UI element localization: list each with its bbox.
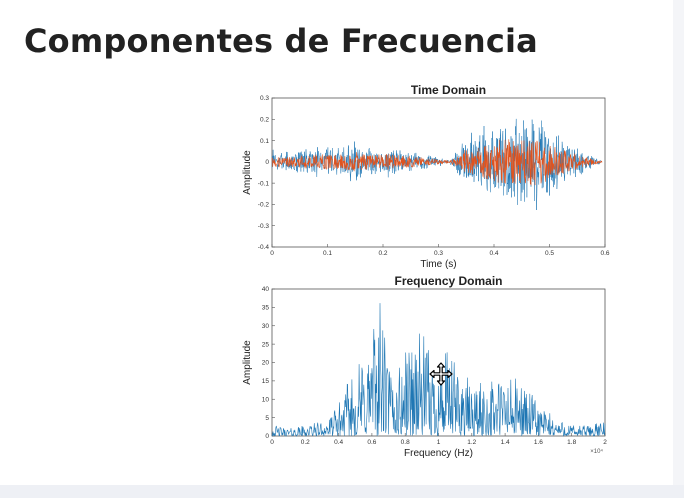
y-tick-label: 0.3 bbox=[260, 95, 269, 102]
y-tick-label: 15 bbox=[262, 378, 270, 385]
x-tick-label: 1.8 bbox=[567, 439, 576, 446]
y-tick-label: 10 bbox=[262, 396, 270, 403]
y-axis-label: Amplitude bbox=[242, 340, 253, 385]
side-panel-edge bbox=[673, 0, 684, 485]
x-axis-label: Time (s) bbox=[420, 259, 456, 270]
x-tick-label: 0 bbox=[270, 250, 274, 257]
y-tick-label: 30 bbox=[262, 323, 270, 330]
frequency-spectrum-series bbox=[271, 303, 606, 437]
frequency-domain-chart: 0 0.2 0.4 0.6 0.8 1 1.2 1.4 1.6 1.8 2 40 35 30 25 20 15 1… bbox=[242, 274, 607, 459]
x-axis-label: Frequency (Hz) bbox=[404, 448, 473, 459]
y-tick-label: -0.1 bbox=[258, 180, 270, 187]
y-tick-label: 20 bbox=[262, 360, 270, 367]
y-tick-label: -0.2 bbox=[258, 202, 270, 209]
x-tick-label: 1.2 bbox=[467, 439, 476, 446]
x-tick-label: 1.4 bbox=[501, 439, 510, 446]
x-tick-label: 1.6 bbox=[534, 439, 543, 446]
x-tick-label: 0.5 bbox=[545, 250, 554, 257]
time-signal-overlay bbox=[271, 139, 603, 186]
plot-frame bbox=[271, 97, 606, 248]
y-tick-label: 0.2 bbox=[260, 116, 269, 123]
x-tick-label: 0.6 bbox=[600, 250, 609, 257]
x-tick-label: 0.8 bbox=[401, 439, 410, 446]
y-tick-label: 35 bbox=[262, 305, 270, 312]
x-tick-label: 0.4 bbox=[489, 250, 498, 257]
x-tick-label: 2 bbox=[603, 439, 607, 446]
x-tick-label: 0.4 bbox=[334, 439, 343, 446]
x-tick-label: 0.2 bbox=[301, 439, 310, 446]
y-tick-label: 40 bbox=[262, 286, 270, 293]
y-tick-label: 5 bbox=[265, 415, 269, 422]
x-tick-label: 0.6 bbox=[367, 439, 376, 446]
y-tick-label: -0.3 bbox=[258, 223, 270, 230]
slide-title: Componentes de Frecuencia bbox=[24, 22, 538, 60]
move-cursor-icon bbox=[429, 362, 453, 386]
y-tick-label: 0 bbox=[265, 433, 269, 440]
time-domain-chart: 0 0.1 0.2 0.3 0.4 0.5 0.6 0.3 0.2 0.1 0 -0.1 -0.2 -0.… bbox=[242, 83, 610, 270]
y-tick-label: 25 bbox=[262, 341, 270, 348]
x-tick-label: 0.1 bbox=[323, 250, 332, 257]
x-axis-multiplier: ×10⁴ bbox=[590, 448, 603, 455]
y-tick-label: 0 bbox=[265, 159, 269, 166]
chart-title: Frequency Domain bbox=[394, 274, 502, 288]
time-signal-series bbox=[271, 118, 603, 211]
bottom-strip bbox=[0, 485, 684, 498]
y-axis-label: Amplitude bbox=[242, 150, 253, 195]
x-tick-label: 0.2 bbox=[378, 250, 387, 257]
y-tick-label: -0.4 bbox=[258, 244, 270, 251]
x-tick-label: 0.3 bbox=[434, 250, 443, 257]
x-tick-label: 1 bbox=[437, 439, 441, 446]
y-tick-label: 0.1 bbox=[260, 138, 269, 145]
chart-title: Time Domain bbox=[411, 83, 486, 97]
x-tick-label: 0 bbox=[270, 439, 274, 446]
